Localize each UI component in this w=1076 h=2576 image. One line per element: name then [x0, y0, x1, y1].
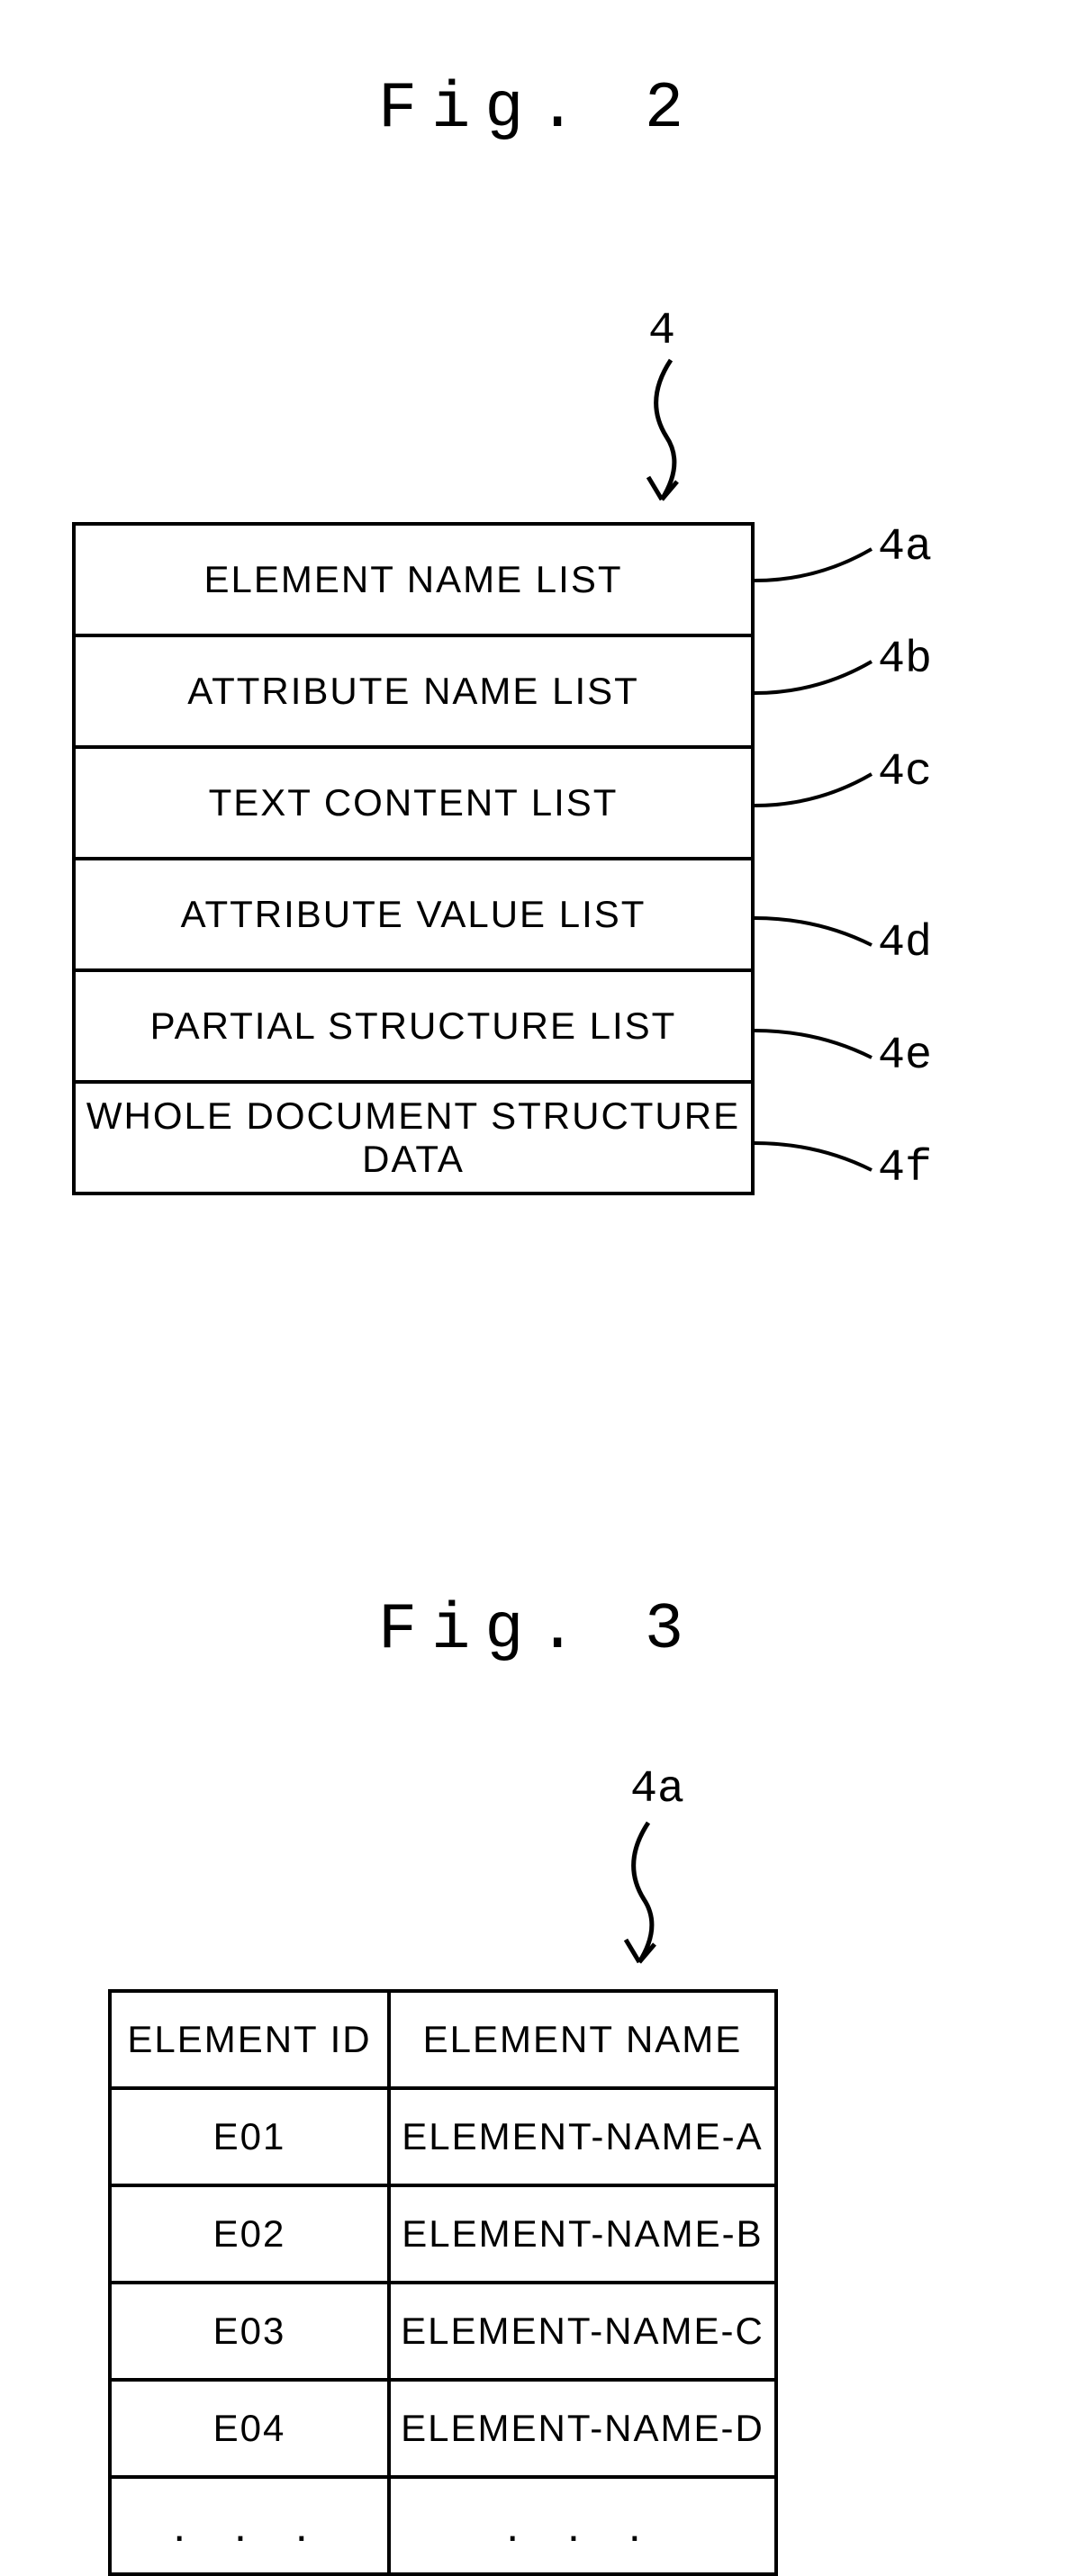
- fig3-cell: ELEMENT-NAME-D: [389, 2380, 776, 2477]
- fig2-cell: ATTRIBUTE VALUE LIST: [74, 859, 753, 970]
- fig3-cell: E03: [110, 2283, 389, 2380]
- fig2-cell: ATTRIBUTE NAME LIST: [74, 635, 753, 747]
- fig2-cell: WHOLE DOCUMENT STRUCTURE DATA: [74, 1082, 753, 1193]
- fig3-element-table: ELEMENT ID ELEMENT NAME E01 ELEMENT-NAME…: [108, 1989, 778, 2576]
- fig3-row: E01 ELEMENT-NAME-A: [110, 2088, 776, 2185]
- fig3-row: E03 ELEMENT-NAME-C: [110, 2283, 776, 2380]
- fig2-pointer-label: 4: [648, 306, 675, 357]
- fig3-cell-ellipsis: . . .: [389, 2477, 776, 2574]
- fig2-row-label: 4a: [878, 522, 932, 573]
- fig2-cell: PARTIAL STRUCTURE LIST: [74, 970, 753, 1082]
- fig3-cell: ELEMENT-NAME-C: [389, 2283, 776, 2380]
- fig3-header-cell: ELEMENT ID: [110, 1991, 389, 2088]
- fig2-row: PARTIAL STRUCTURE LIST: [74, 970, 753, 1082]
- fig2-row: ELEMENT NAME LIST: [74, 524, 753, 635]
- fig2-row-label: 4d: [878, 918, 932, 969]
- fig3-cell: E04: [110, 2380, 389, 2477]
- fig2-row-label: 4f: [878, 1143, 932, 1194]
- fig2-row: ATTRIBUTE VALUE LIST: [74, 859, 753, 970]
- fig2-cell: ELEMENT NAME LIST: [74, 524, 753, 635]
- fig3-row: . . . . . .: [110, 2477, 776, 2574]
- fig3-cell: ELEMENT-NAME-A: [389, 2088, 776, 2185]
- fig2-row-label: 4c: [878, 747, 932, 798]
- fig3-header-cell: ELEMENT NAME: [389, 1991, 776, 2088]
- fig2-row-label: 4e: [878, 1031, 932, 1082]
- fig3-pointer-arrow: [599, 1818, 671, 1980]
- leader-line: [755, 761, 890, 824]
- fig3-header-row: ELEMENT ID ELEMENT NAME: [110, 1991, 776, 2088]
- fig2-cell: TEXT CONTENT LIST: [74, 747, 753, 859]
- fig3-cell: E02: [110, 2185, 389, 2283]
- fig3-cell-ellipsis: . . .: [110, 2477, 389, 2574]
- fig2-row: WHOLE DOCUMENT STRUCTURE DATA: [74, 1082, 753, 1193]
- fig2-list-table: ELEMENT NAME LIST ATTRIBUTE NAME LIST TE…: [72, 522, 755, 1195]
- fig2-pointer-arrow: [621, 356, 693, 518]
- leader-line: [755, 536, 890, 599]
- fig3-cell: E01: [110, 2088, 389, 2185]
- fig3-row: E04 ELEMENT-NAME-D: [110, 2380, 776, 2477]
- fig2-row: ATTRIBUTE NAME LIST: [74, 635, 753, 747]
- fig2-row: TEXT CONTENT LIST: [74, 747, 753, 859]
- leader-line: [755, 1013, 890, 1076]
- fig3-pointer-label: 4a: [630, 1764, 684, 1815]
- leader-line: [755, 648, 890, 711]
- fig3-row: E02 ELEMENT-NAME-B: [110, 2185, 776, 2283]
- fig3-cell: ELEMENT-NAME-B: [389, 2185, 776, 2283]
- fig2-title: Fig. 2: [0, 72, 1076, 146]
- fig2-row-label: 4b: [878, 635, 932, 686]
- leader-line: [755, 1125, 890, 1188]
- leader-line: [755, 900, 890, 963]
- fig3-title: Fig. 3: [0, 1593, 1076, 1667]
